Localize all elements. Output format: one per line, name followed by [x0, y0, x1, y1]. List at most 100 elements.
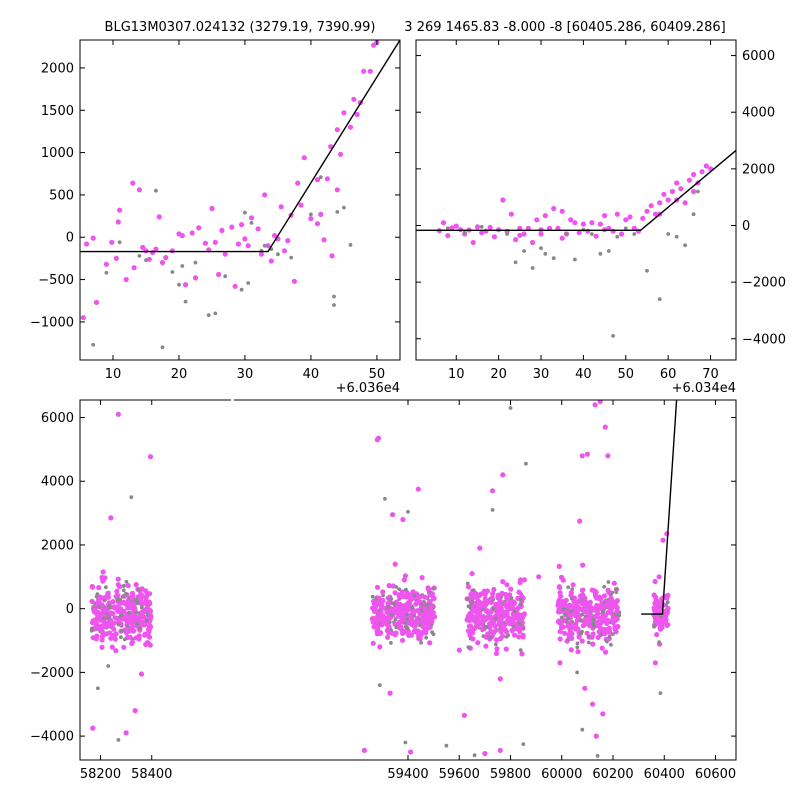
- data-point: [417, 611, 423, 617]
- data-point: [484, 608, 490, 614]
- data-point-gray: [575, 670, 579, 675]
- data-point-gray: [332, 303, 336, 307]
- data-point: [640, 215, 646, 221]
- data-point: [113, 255, 119, 261]
- x-tick-label: 20: [490, 367, 507, 382]
- data-point: [121, 614, 127, 621]
- data-point: [580, 623, 587, 629]
- data-point: [127, 634, 133, 640]
- data-point: [132, 606, 138, 612]
- data-point-gray: [104, 585, 108, 590]
- data-point-gray: [609, 642, 613, 647]
- data-point: [179, 233, 185, 239]
- data-point: [129, 624, 135, 630]
- axes-frame: [415, 39, 737, 361]
- data-point: [216, 271, 222, 278]
- data-point: [530, 239, 536, 246]
- data-point: [93, 636, 99, 642]
- data-point: [84, 241, 90, 247]
- data-point-gray: [419, 602, 424, 607]
- data-point: [498, 605, 504, 611]
- data-point-gray: [262, 243, 267, 248]
- data-point-gray: [348, 243, 353, 247]
- data-point-gray: [645, 268, 649, 273]
- data-point: [371, 608, 378, 615]
- data-point: [484, 588, 490, 594]
- data-point: [652, 578, 658, 585]
- data-point-gray: [412, 594, 417, 598]
- data-point: [517, 628, 523, 635]
- data-point: [654, 632, 660, 638]
- data-point: [192, 275, 199, 281]
- data-point: [517, 225, 523, 231]
- data-point-gray: [183, 299, 188, 304]
- data-point: [404, 607, 410, 614]
- data-point-gray: [160, 345, 165, 350]
- data-point: [262, 192, 268, 198]
- data-point: [557, 620, 563, 626]
- y-tick-label: 2000: [742, 162, 775, 177]
- data-point: [627, 214, 633, 220]
- axes-frame: [79, 39, 401, 361]
- data-point: [497, 622, 503, 628]
- data-point-gray: [606, 249, 611, 253]
- data-point: [117, 609, 123, 615]
- data-point: [500, 579, 506, 585]
- data-point: [612, 624, 618, 630]
- data-point: [608, 595, 614, 601]
- data-point: [600, 711, 606, 717]
- data-point: [587, 615, 593, 621]
- data-point: [594, 607, 601, 613]
- data-point: [387, 690, 393, 696]
- data-point: [644, 208, 650, 214]
- data-point-gray: [383, 496, 387, 501]
- data-point: [575, 649, 581, 655]
- data-point: [608, 606, 614, 613]
- data-point: [140, 244, 146, 250]
- data-point: [425, 585, 431, 591]
- data-point: [123, 277, 129, 283]
- data-point: [592, 402, 598, 408]
- data-point-gray: [119, 635, 123, 640]
- data-point: [136, 636, 142, 642]
- data-point: [500, 472, 506, 478]
- data-point: [610, 614, 616, 621]
- data-point-gray: [120, 595, 125, 599]
- data-point: [89, 584, 96, 590]
- data-point: [703, 163, 709, 169]
- data-point-gray: [117, 240, 122, 245]
- data-point: [111, 620, 117, 626]
- data-point: [596, 594, 603, 600]
- data-point: [494, 637, 500, 643]
- data-point: [500, 197, 506, 203]
- data-point-gray: [573, 257, 577, 262]
- data-point: [399, 589, 405, 595]
- data-point-gray: [611, 334, 615, 338]
- data-point: [521, 231, 527, 237]
- data-point: [499, 609, 505, 616]
- data-point-gray: [406, 509, 410, 514]
- data-point: [610, 618, 616, 625]
- data-point-gray: [370, 594, 375, 599]
- data-point: [114, 588, 120, 594]
- data-point: [408, 616, 414, 622]
- data-point: [605, 617, 611, 623]
- x-tick-label: 40: [303, 367, 320, 382]
- data-point-gray: [206, 313, 211, 317]
- data-point-gray: [517, 621, 522, 626]
- x-tick-label: 59400: [387, 767, 428, 782]
- data-point: [121, 608, 127, 615]
- data-point: [658, 626, 664, 632]
- data-point: [370, 640, 376, 646]
- data-point: [525, 225, 531, 231]
- data-point: [499, 590, 505, 597]
- data-point: [384, 609, 390, 615]
- data-point: [474, 224, 481, 230]
- top-right-x-offset-label: +6.034e4: [672, 381, 736, 396]
- data-point: [334, 127, 340, 133]
- data-point: [520, 634, 526, 640]
- data-point-gray: [513, 260, 518, 265]
- data-point: [139, 592, 145, 598]
- data-point-gray: [504, 634, 509, 639]
- data-point: [115, 219, 121, 225]
